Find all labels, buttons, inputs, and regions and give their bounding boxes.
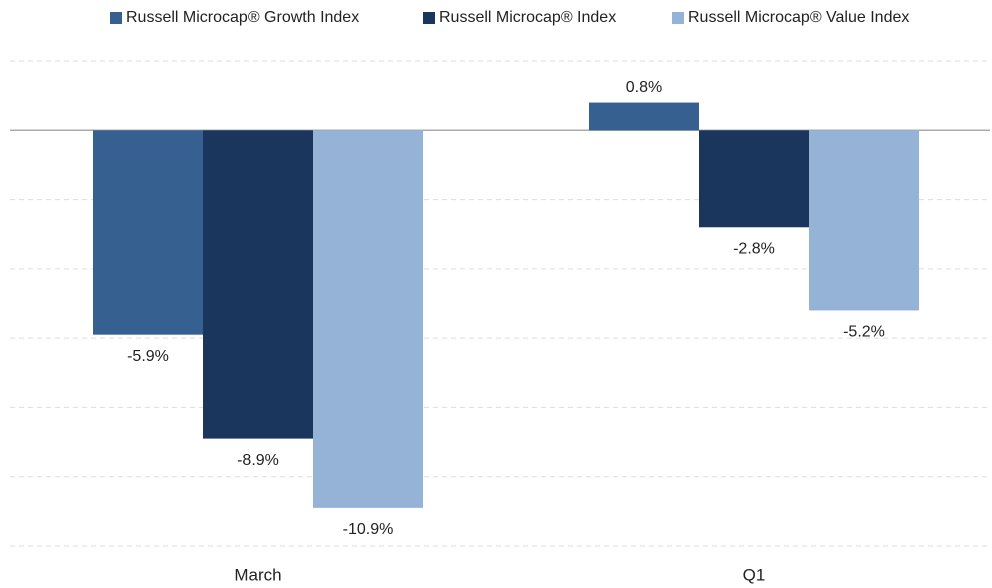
data-label: -5.2% bbox=[843, 324, 885, 341]
data-label: -8.9% bbox=[237, 452, 279, 469]
data-label: 0.8% bbox=[626, 79, 662, 96]
data-label: -2.8% bbox=[733, 241, 775, 258]
bar bbox=[699, 130, 809, 228]
legend-swatch bbox=[423, 12, 435, 24]
x-tick-label: Q1 bbox=[743, 565, 766, 584]
x-tick-label: March bbox=[234, 565, 281, 584]
bar bbox=[809, 130, 919, 311]
data-label: -10.9% bbox=[343, 521, 394, 538]
legend-label: Russell Microcap® Index bbox=[439, 9, 616, 26]
legend-swatch bbox=[110, 12, 122, 24]
data-label: -5.9% bbox=[127, 348, 169, 365]
bar bbox=[313, 130, 423, 508]
bar bbox=[203, 130, 313, 439]
bar bbox=[93, 130, 203, 335]
legend-swatch bbox=[672, 12, 684, 24]
legend-label: Russell Microcap® Growth Index bbox=[126, 9, 359, 26]
bar bbox=[589, 102, 699, 131]
legend-label: Russell Microcap® Value Index bbox=[688, 9, 909, 26]
